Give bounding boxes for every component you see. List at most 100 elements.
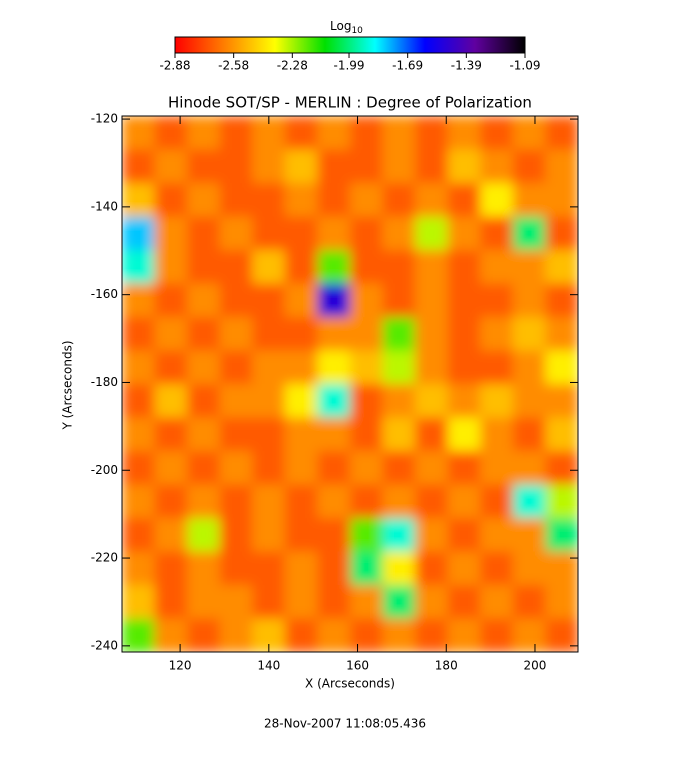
heatmap-cell xyxy=(512,283,546,318)
heatmap-cell xyxy=(284,283,318,318)
heatmap-cell xyxy=(317,250,351,284)
heatmap-cell xyxy=(545,216,578,251)
heatmap-cell xyxy=(219,283,253,318)
colorbar-title-sub: 10 xyxy=(351,26,363,36)
heatmap-cell xyxy=(545,384,578,418)
heatmap-cell xyxy=(480,116,514,150)
heatmap-cell xyxy=(284,417,318,452)
heatmap-cell xyxy=(219,216,253,251)
colorbar-tick-label: -1.69 xyxy=(392,59,423,73)
heatmap-cell xyxy=(480,283,514,318)
heatmap-cell xyxy=(447,350,481,385)
heatmap-cell xyxy=(219,317,253,351)
plot-frame xyxy=(121,115,579,653)
heatmap-cell xyxy=(415,283,449,318)
heatmap-cell xyxy=(545,116,578,150)
colorbar-tick-label: -1.39 xyxy=(451,59,482,73)
heatmap-cell xyxy=(480,216,514,251)
heatmap-cell xyxy=(187,283,221,318)
heatmap-cell xyxy=(350,216,384,251)
heatmap-cell xyxy=(382,618,416,652)
heatmap-cell xyxy=(350,551,384,586)
heatmap-cell xyxy=(317,585,351,619)
y-tick-label: -180 xyxy=(91,375,118,389)
heatmap-cell xyxy=(382,250,416,284)
heatmap-cell xyxy=(415,250,449,284)
heatmap-cell xyxy=(382,484,416,519)
heatmap-cell xyxy=(447,551,481,586)
heatmap-cell xyxy=(480,250,514,284)
y-tick-label: -140 xyxy=(91,199,118,213)
heatmap-cell xyxy=(154,618,188,652)
heatmap-cell xyxy=(252,250,286,284)
heatmap-cell xyxy=(317,417,351,452)
heatmap-cell xyxy=(187,183,221,217)
heatmap-cell xyxy=(122,216,156,251)
heatmap-cell xyxy=(447,618,481,652)
heatmap-cell xyxy=(187,149,221,184)
heatmap-cell xyxy=(187,618,221,652)
heatmap-cell xyxy=(284,350,318,385)
heatmap-cell xyxy=(382,116,416,150)
heatmap-cell xyxy=(317,484,351,519)
heatmap-cell xyxy=(382,585,416,619)
heatmap-cell xyxy=(284,317,318,351)
heatmap-cell xyxy=(545,183,578,217)
heatmap-cell xyxy=(545,551,578,586)
heatmap-cell xyxy=(252,384,286,418)
heatmap-cell xyxy=(350,417,384,452)
heatmap-cell xyxy=(284,250,318,284)
heatmap-cell xyxy=(545,250,578,284)
heatmap-cell xyxy=(122,518,156,552)
heatmap-cell xyxy=(252,216,286,251)
heatmap-cell xyxy=(122,183,156,217)
heatmap-cell xyxy=(415,451,449,485)
heatmap-cell xyxy=(382,283,416,318)
heatmap-cell xyxy=(122,250,156,284)
colorbar xyxy=(174,36,526,54)
heatmap-cell xyxy=(219,149,253,184)
x-tick-label: 200 xyxy=(524,659,547,673)
heatmap-cell xyxy=(187,350,221,385)
heatmap-cell xyxy=(122,116,156,150)
heatmap-cell xyxy=(219,350,253,385)
heatmap-cell xyxy=(545,585,578,619)
heatmap-cell xyxy=(187,317,221,351)
heatmap-cell xyxy=(154,116,188,150)
heatmap-cell xyxy=(545,350,578,385)
heatmap-cell xyxy=(350,585,384,619)
heatmap-cell xyxy=(545,451,578,485)
heatmap-cell xyxy=(415,350,449,385)
heatmap-cell xyxy=(512,551,546,586)
heatmap-cell xyxy=(480,484,514,519)
heatmap-cell xyxy=(252,451,286,485)
heatmap-cell xyxy=(415,551,449,586)
heatmap-cell xyxy=(154,183,188,217)
heatmap-cell xyxy=(317,149,351,184)
heatmap-cell xyxy=(154,518,188,552)
heatmap-cell xyxy=(512,618,546,652)
y-tick-label: -200 xyxy=(91,463,118,477)
heatmap-cell xyxy=(187,484,221,519)
heatmap-cell xyxy=(350,116,384,150)
heatmap-cell xyxy=(317,183,351,217)
heatmap-cell xyxy=(252,417,286,452)
x-tick-label: 160 xyxy=(346,659,369,673)
heatmap-cell xyxy=(350,250,384,284)
heatmap-cell xyxy=(480,585,514,619)
heatmap-cell xyxy=(350,149,384,184)
heatmap-cell xyxy=(187,585,221,619)
heatmap-cell xyxy=(480,317,514,351)
heatmap-cell xyxy=(480,551,514,586)
heatmap-cell xyxy=(252,350,286,385)
heatmap-cell xyxy=(219,451,253,485)
heatmap-cell xyxy=(252,183,286,217)
heatmap-cell xyxy=(415,618,449,652)
heatmap-cell xyxy=(122,417,156,452)
y-tick-label: -220 xyxy=(91,551,118,565)
heatmap-cell xyxy=(317,384,351,418)
heatmap-cell xyxy=(512,317,546,351)
heatmap-cell xyxy=(415,518,449,552)
heatmap-cell xyxy=(447,518,481,552)
heatmap-cell xyxy=(350,283,384,318)
